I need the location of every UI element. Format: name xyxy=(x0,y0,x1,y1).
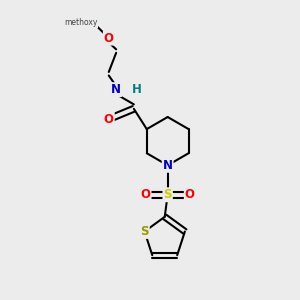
Text: H: H xyxy=(132,83,142,96)
Text: O: O xyxy=(104,32,114,45)
Text: N: N xyxy=(163,159,173,172)
Text: O: O xyxy=(185,188,195,201)
Text: O: O xyxy=(104,112,114,126)
Text: S: S xyxy=(164,188,172,201)
Text: O: O xyxy=(141,188,151,201)
Text: S: S xyxy=(140,225,149,238)
Text: N: N xyxy=(111,83,121,96)
Text: methoxy: methoxy xyxy=(64,18,98,27)
